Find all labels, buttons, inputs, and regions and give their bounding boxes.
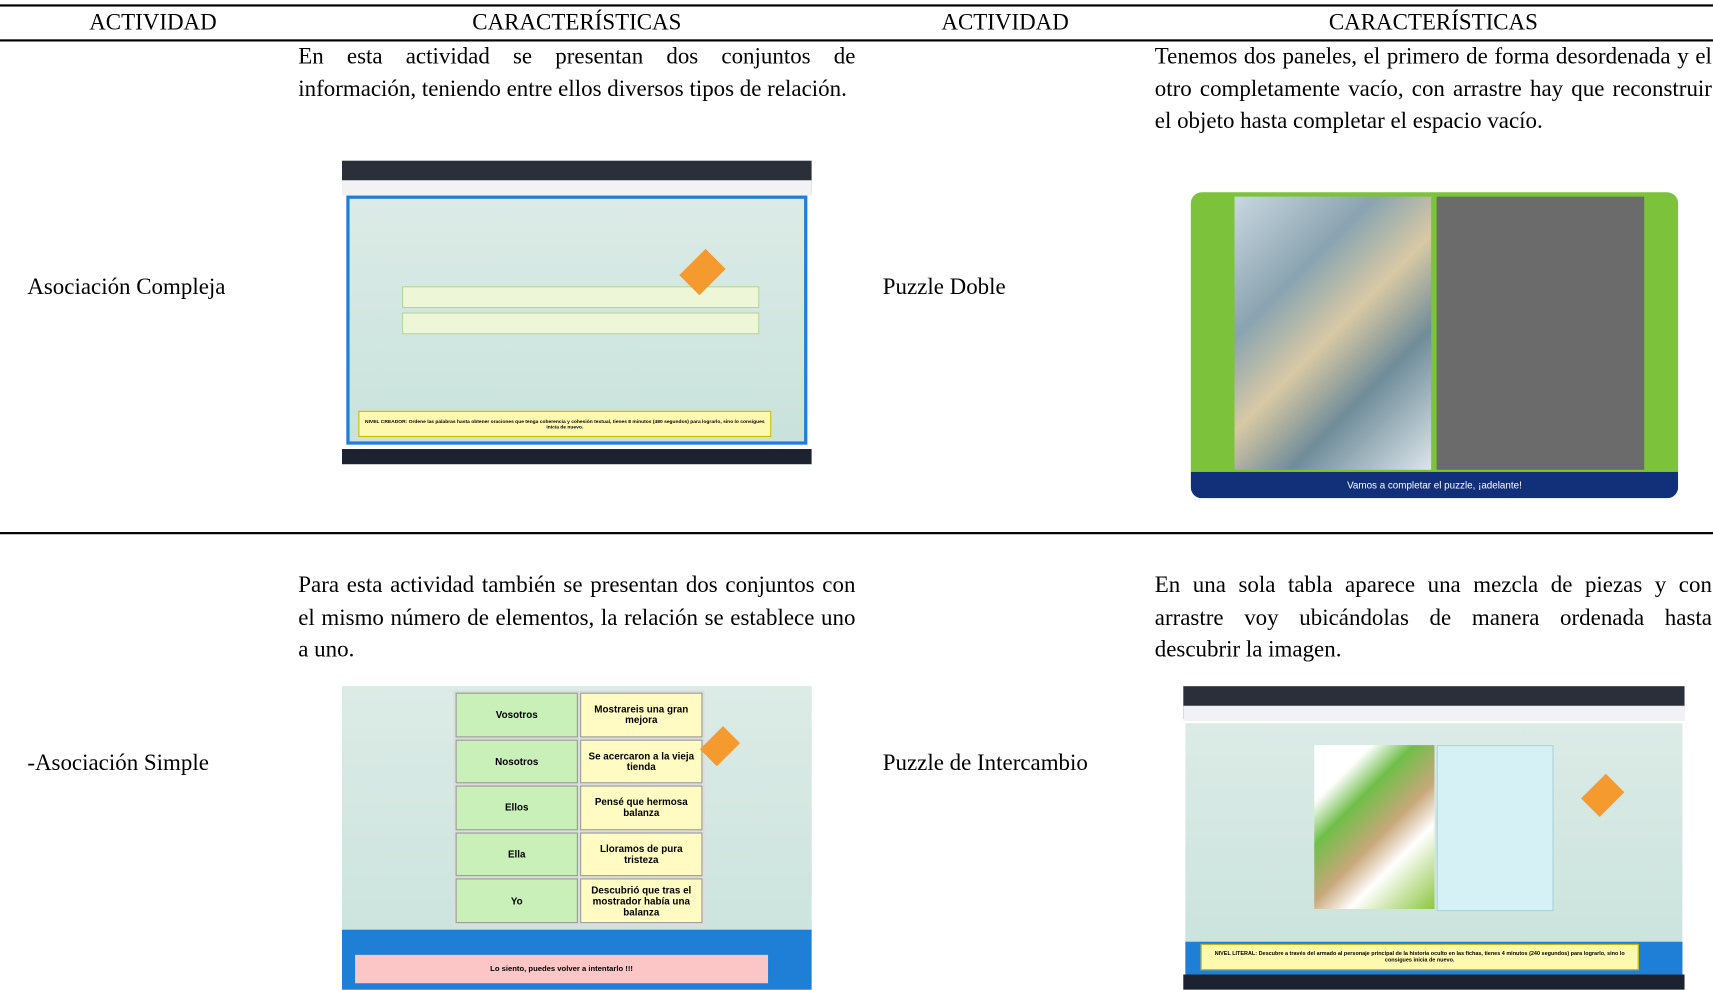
description: Tenemos dos paneles, el primero de forma…: [1154, 42, 1712, 134]
match-cell: Vosotros: [455, 692, 578, 737]
activity: Puzzle Doble: [882, 273, 1006, 300]
activity: Asociación Compleja: [27, 273, 226, 300]
description: Para esta actividad también se presentan…: [298, 571, 856, 663]
kite: [699, 726, 741, 767]
screenshot: Vamos a completar el puzzle, ¡adelante!: [1190, 192, 1679, 499]
screenshot: Vosotros Mostrareis una gran mejora Nosotr…: [341, 686, 812, 990]
match-cell: Yo: [455, 878, 578, 924]
taskbar: [1183, 974, 1685, 990]
puzzle-panel: [1234, 196, 1432, 470]
panel: [402, 312, 760, 335]
caption: NIVEL LITERAL: Descubre a través del arm…: [1200, 943, 1639, 971]
kite: [1581, 773, 1625, 817]
activity: Puzzle de Intercambio: [882, 749, 1088, 776]
game-scene: NIVEL LITERAL: Descubre a través del arm…: [1185, 723, 1683, 975]
header-cell: ACTIVIDAD: [89, 8, 217, 35]
header-cell: ACTIVIDAD: [941, 8, 1069, 35]
description: En esta actividad se presentan dos conju…: [298, 42, 856, 102]
panel: [402, 286, 760, 309]
match-cell: Nosotros: [455, 739, 578, 784]
match-cell: Descubrió que tras el mostrador había un…: [580, 878, 703, 924]
header-cell: CARACTERÍSTICAS: [1328, 8, 1538, 35]
match-cell: Ellos: [455, 785, 578, 831]
puzzle-panel: [1436, 196, 1645, 470]
game-scene: NIVEL CREADOR: Ordene las palabras hasta…: [346, 195, 808, 445]
description: En una sola tabla aparece una mezcla de …: [1154, 571, 1712, 663]
screenshot: NIVEL LITERAL: Descubre a través del arm…: [1183, 686, 1685, 990]
rule: [0, 532, 1713, 534]
caption: NIVEL CREADOR: Ordene las palabras hasta…: [358, 410, 772, 437]
match-cell: Se acercaron a la vieja tienda: [580, 739, 703, 784]
rule: [0, 39, 1713, 41]
activity: -Asociación Simple: [27, 749, 209, 776]
caption: Vamos a completar el puzzle, ¡adelante!: [1190, 471, 1679, 499]
puzzle-panel: [1436, 745, 1554, 912]
screenshot: NIVEL CREADOR: Ordene las palabras hasta…: [341, 160, 812, 465]
match-cell: Mostrareis una gran mejora: [580, 692, 703, 737]
caption: Lo siento, puedes volver a intentarlo !!…: [355, 954, 769, 984]
match-cell: Pensé que hermosa balanza: [580, 785, 703, 831]
match-table: Vosotros Mostrareis una gran mejora Nosotr…: [453, 690, 705, 926]
address-bar: [341, 180, 812, 196]
address-bar: [1183, 705, 1685, 722]
header-cell: CARACTERÍSTICAS: [472, 8, 682, 35]
puzzle-panel: [1314, 745, 1435, 909]
match-cell: Ella: [455, 832, 578, 877]
taskbar: [341, 449, 812, 465]
match-cell: Lloramos de pura tristeza: [580, 832, 703, 877]
rule: [0, 4, 1713, 7]
